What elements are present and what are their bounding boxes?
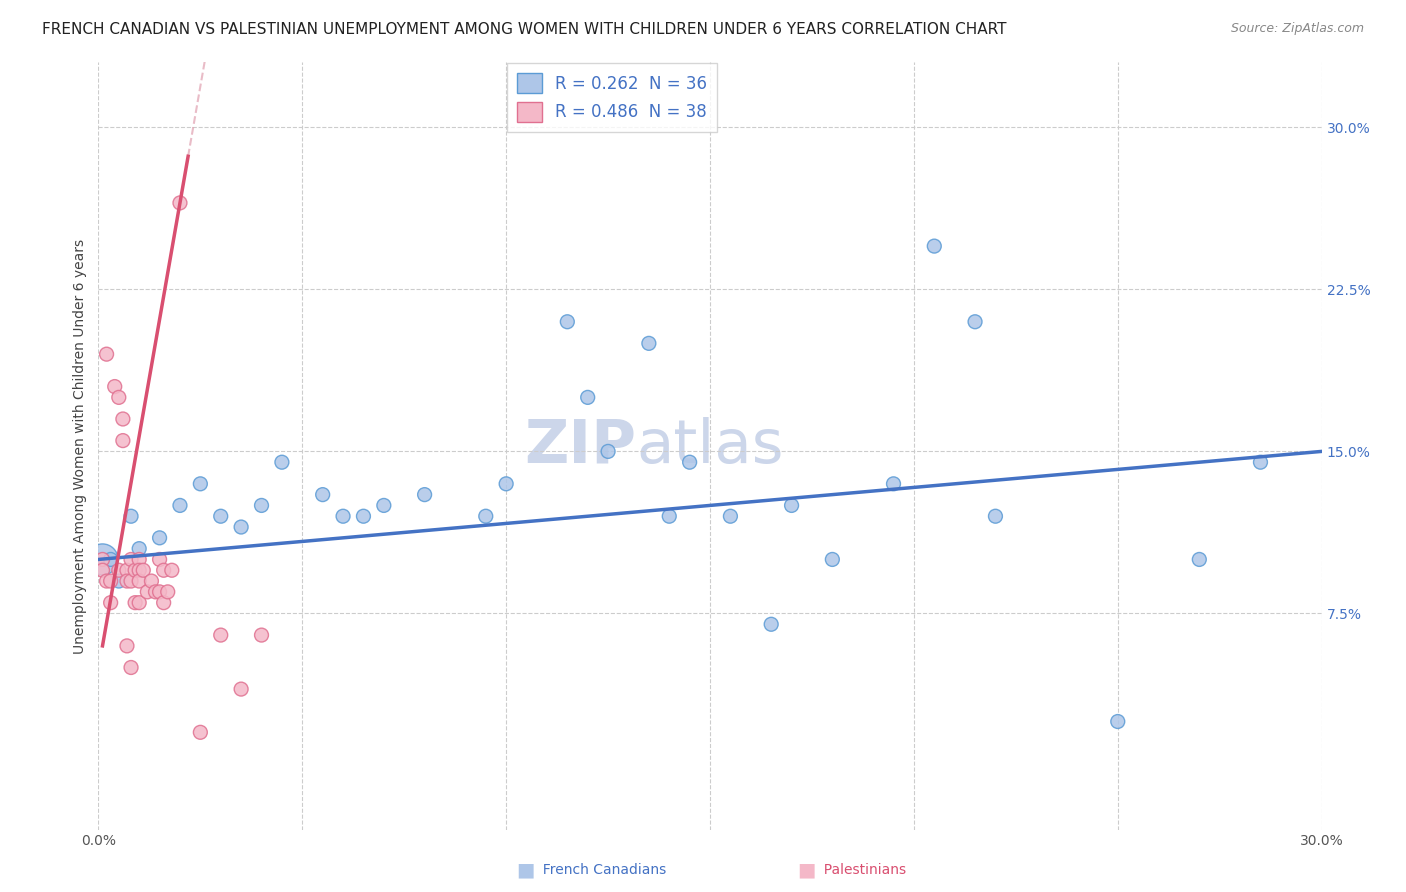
Point: [373, 499, 395, 513]
Point: [250, 499, 273, 513]
Point: [231, 520, 253, 534]
Point: [188, 476, 212, 491]
Point: [152, 563, 174, 577]
Text: ■: ■: [797, 860, 815, 880]
Point: [136, 585, 159, 599]
Point: [352, 509, 374, 524]
Point: [108, 563, 131, 577]
Point: [149, 585, 172, 599]
Point: [115, 563, 138, 577]
Point: [332, 509, 354, 524]
Point: [100, 596, 122, 610]
Point: [108, 390, 131, 404]
Point: [780, 499, 803, 513]
Point: [132, 563, 155, 577]
Point: [821, 552, 844, 566]
Point: [115, 639, 138, 653]
Text: FRENCH CANADIAN VS PALESTINIAN UNEMPLOYMENT AMONG WOMEN WITH CHILDREN UNDER 6 YE: FRENCH CANADIAN VS PALESTINIAN UNEMPLOYM…: [42, 22, 1007, 37]
Point: [96, 347, 118, 361]
Text: ZIP: ZIP: [524, 417, 637, 475]
Point: [637, 336, 661, 351]
Point: [250, 628, 273, 642]
Point: [111, 412, 134, 426]
Point: [576, 390, 599, 404]
Point: [270, 455, 294, 469]
Point: [984, 509, 1007, 524]
Point: [169, 499, 191, 513]
Point: [922, 239, 945, 253]
Point: [495, 476, 517, 491]
Point: [104, 379, 127, 393]
Point: [169, 195, 191, 210]
Point: [91, 552, 114, 566]
Point: [141, 574, 163, 588]
Point: [115, 574, 138, 588]
Point: [149, 552, 172, 566]
Point: [152, 596, 174, 610]
Point: [156, 585, 179, 599]
Point: [120, 574, 142, 588]
Point: [209, 628, 232, 642]
Point: [100, 552, 122, 566]
Point: [965, 315, 987, 329]
Legend: R = 0.262  N = 36, R = 0.486  N = 38: R = 0.262 N = 36, R = 0.486 N = 38: [508, 63, 717, 132]
Point: [413, 488, 436, 502]
Point: [145, 585, 167, 599]
Text: ■: ■: [516, 860, 534, 880]
Point: [231, 682, 253, 697]
Point: [100, 574, 122, 588]
Text: atlas: atlas: [637, 417, 785, 475]
Point: [124, 596, 146, 610]
Y-axis label: Unemployment Among Women with Children Under 6 years: Unemployment Among Women with Children U…: [73, 238, 87, 654]
Point: [120, 660, 142, 674]
Point: [598, 444, 620, 458]
Point: [120, 552, 142, 566]
Point: [209, 509, 232, 524]
Point: [474, 509, 498, 524]
Point: [312, 488, 335, 502]
Text: Source: ZipAtlas.com: Source: ZipAtlas.com: [1230, 22, 1364, 36]
Point: [96, 574, 118, 588]
Point: [1249, 455, 1271, 469]
Point: [128, 552, 150, 566]
Point: [120, 509, 142, 524]
Point: [718, 509, 742, 524]
Point: [111, 434, 134, 448]
Point: [91, 552, 114, 566]
Point: [1107, 714, 1129, 729]
Point: [128, 574, 150, 588]
Point: [124, 563, 146, 577]
Point: [1188, 552, 1211, 566]
Point: [128, 541, 150, 556]
Point: [108, 574, 131, 588]
Point: [883, 476, 905, 491]
Point: [679, 455, 702, 469]
Text: Palestinians: Palestinians: [815, 863, 907, 877]
Point: [188, 725, 212, 739]
Point: [761, 617, 783, 632]
Point: [160, 563, 183, 577]
Point: [128, 563, 150, 577]
Point: [128, 596, 150, 610]
Point: [149, 531, 172, 545]
Point: [91, 563, 114, 577]
Text: French Canadians: French Canadians: [534, 863, 666, 877]
Point: [555, 315, 579, 329]
Point: [658, 509, 681, 524]
